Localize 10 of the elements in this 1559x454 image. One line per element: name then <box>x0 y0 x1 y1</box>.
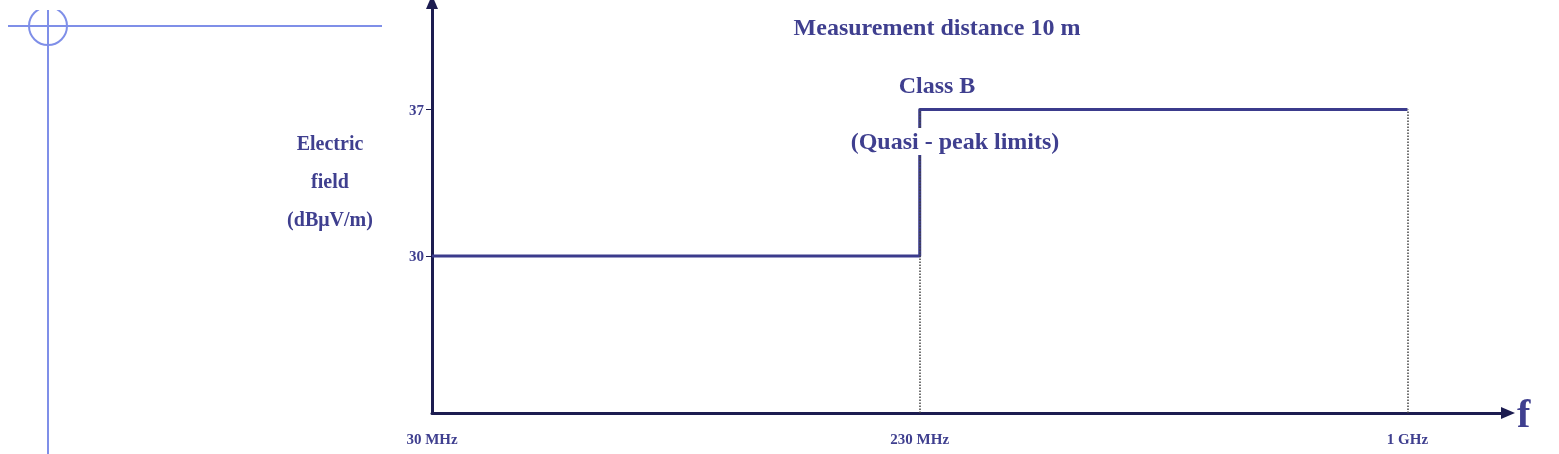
y-tick-label: 30 <box>409 248 424 265</box>
x-tick-label: 230 MHz <box>890 430 950 447</box>
x-tick-label: 1 GHz <box>1386 430 1429 447</box>
annotation: (Quasi - peak limits) <box>846 128 1064 155</box>
x-tick-label: 30 MHz <box>406 430 458 447</box>
text: Class B <box>894 72 980 99</box>
y-tick-label: 37 <box>409 101 425 118</box>
y-axis-title: Electric field (dBμV/m) <box>286 131 374 233</box>
chart-title: Measurement distance 10 m <box>789 14 1085 41</box>
x-axis-title: f <box>1517 390 1531 436</box>
